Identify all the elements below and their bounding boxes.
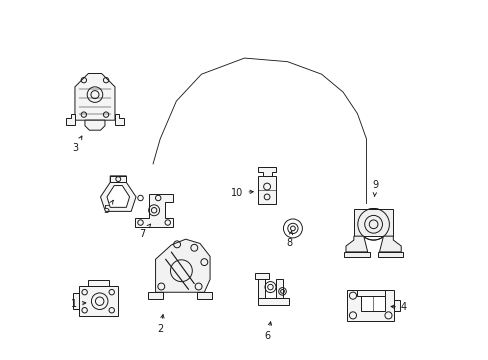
- Text: 8: 8: [285, 231, 292, 248]
- Text: 4: 4: [390, 302, 407, 312]
- Polygon shape: [360, 296, 384, 311]
- Polygon shape: [107, 185, 129, 207]
- Polygon shape: [258, 298, 289, 305]
- Text: 1: 1: [71, 299, 85, 309]
- Polygon shape: [85, 120, 105, 130]
- Text: 3: 3: [72, 136, 81, 153]
- Polygon shape: [377, 252, 403, 257]
- Polygon shape: [72, 293, 79, 310]
- Polygon shape: [155, 239, 210, 292]
- Text: 7: 7: [139, 224, 150, 239]
- Polygon shape: [257, 167, 276, 176]
- Polygon shape: [353, 208, 392, 236]
- Text: 6: 6: [264, 322, 271, 341]
- Polygon shape: [148, 292, 163, 300]
- Polygon shape: [379, 236, 400, 252]
- Polygon shape: [110, 176, 126, 182]
- Polygon shape: [101, 176, 136, 211]
- Polygon shape: [197, 292, 211, 300]
- Polygon shape: [344, 252, 369, 257]
- Polygon shape: [135, 194, 173, 226]
- Polygon shape: [257, 176, 276, 204]
- Polygon shape: [356, 290, 384, 296]
- Text: 9: 9: [371, 180, 378, 196]
- Polygon shape: [66, 113, 75, 125]
- Polygon shape: [346, 290, 394, 321]
- Polygon shape: [254, 273, 268, 279]
- Polygon shape: [394, 300, 400, 311]
- Polygon shape: [115, 113, 123, 125]
- Polygon shape: [87, 280, 108, 286]
- Polygon shape: [346, 236, 367, 252]
- Polygon shape: [258, 276, 265, 298]
- Text: 2: 2: [157, 315, 163, 334]
- Text: 5: 5: [103, 200, 113, 216]
- Polygon shape: [275, 279, 282, 298]
- Text: 10: 10: [231, 188, 253, 198]
- Polygon shape: [79, 286, 118, 316]
- Polygon shape: [75, 73, 115, 120]
